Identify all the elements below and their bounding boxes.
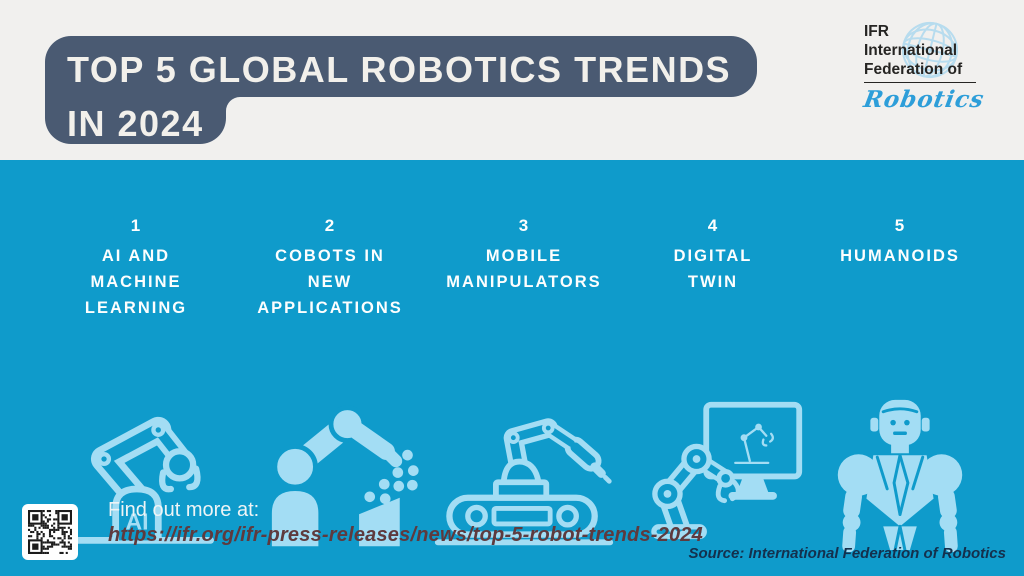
trend-column-4: 4 DIGITAL TWIN	[620, 216, 806, 540]
globe-icon	[902, 22, 958, 78]
cobot-arm-icon	[232, 392, 428, 552]
trend-number: 1	[130, 216, 142, 235]
trend-number: 3	[518, 216, 530, 235]
ai-robot-arm-icon: AI	[38, 392, 234, 552]
trend-title: HUMANOIDS	[840, 247, 960, 265]
qr-code-svg	[28, 510, 72, 554]
press-release-url: https://ifr.org/ifr-press-releases/news/…	[108, 524, 703, 546]
qr-code-icon	[22, 504, 78, 560]
trend-number: 2	[324, 216, 336, 235]
trend-number: 4	[707, 216, 719, 235]
trends-section: 1 AI AND MACHINE LEARNING	[0, 160, 1024, 576]
trend-number: 5	[894, 216, 906, 235]
trend-title: DIGITAL TWIN	[673, 247, 753, 291]
trend-column-1: 1 AI AND MACHINE LEARNING	[38, 216, 234, 544]
logo-script: Robotics	[861, 86, 987, 113]
source-credit: Source: International Federation of Robo…	[688, 545, 1006, 562]
trend-title: MOBILE MANIPULATORS	[446, 247, 602, 291]
trend-column-3: 3 MOBILE MANIPULATORS	[424, 216, 624, 546]
trend-column-5: 5 HUMANOIDS	[802, 216, 998, 552]
trend-title: AI AND MACHINE LEARNING	[84, 247, 188, 317]
svg-text:AI: AI	[125, 509, 148, 535]
logo-line3: Federation of	[864, 60, 976, 83]
trend-column-2: 2 COBOTS IN NEW APPLICATIONS	[232, 216, 428, 547]
humanoid-robot-icon	[802, 392, 998, 552]
mobile-manipulator-icon	[424, 392, 624, 552]
page-title-line1: TOP 5 GLOBAL ROBOTICS TRENDS	[67, 49, 732, 90]
page-title-line2: IN 2024	[67, 103, 204, 144]
logo-line2: International	[864, 42, 958, 59]
title-bubble	[45, 36, 757, 144]
trend-title: COBOTS IN NEW APPLICATIONS	[257, 247, 403, 317]
ifr-logo: IFR International Federation of Robotics	[852, 22, 1017, 132]
find-out-label: Find out more at:	[108, 499, 260, 521]
digital-twin-icon	[620, 392, 806, 552]
logo-abbr: IFR	[864, 23, 889, 40]
header-band: TOP 5 GLOBAL ROBOTICS TRENDS IN 2024 IFR…	[0, 0, 1024, 160]
